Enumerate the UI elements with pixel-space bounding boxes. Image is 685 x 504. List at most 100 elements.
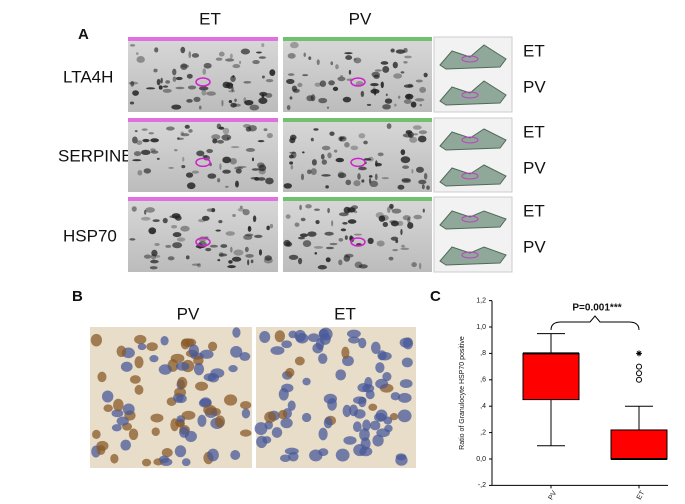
cell bbox=[279, 454, 291, 463]
cell bbox=[230, 345, 243, 358]
cell bbox=[294, 356, 305, 366]
cell bbox=[170, 418, 179, 432]
cell bbox=[120, 439, 131, 451]
gel-spot bbox=[252, 215, 257, 223]
gel-spot bbox=[294, 222, 300, 227]
gel-spot bbox=[172, 242, 183, 249]
gel-spot bbox=[366, 103, 372, 106]
cell bbox=[358, 337, 367, 349]
gel-spot bbox=[398, 95, 401, 99]
gel-spot bbox=[422, 208, 425, 213]
gel-spot bbox=[412, 125, 422, 130]
x-tick-label: ET bbox=[636, 489, 647, 501]
cell bbox=[128, 428, 139, 441]
gel-spot bbox=[289, 151, 296, 154]
gel-spot bbox=[130, 81, 135, 87]
gel-spot bbox=[290, 41, 299, 49]
gel-spot bbox=[368, 175, 373, 178]
gel-spot bbox=[132, 136, 138, 144]
panel-label: C bbox=[430, 288, 441, 305]
outlier bbox=[636, 376, 642, 383]
gel-spot bbox=[403, 84, 414, 88]
cell bbox=[116, 416, 129, 426]
cell bbox=[359, 446, 373, 457]
cell bbox=[161, 447, 173, 458]
gel-spot bbox=[299, 233, 309, 238]
gel-spot bbox=[171, 104, 182, 110]
bracket bbox=[550, 315, 640, 331]
plot-label: PV bbox=[523, 77, 546, 96]
gel-spot bbox=[402, 215, 411, 221]
gel-spot bbox=[376, 240, 385, 247]
gel-spot bbox=[335, 64, 339, 70]
gel-spot bbox=[337, 172, 347, 179]
gel-spot bbox=[158, 85, 163, 90]
gel-spot bbox=[181, 164, 186, 169]
gel-spot bbox=[374, 69, 382, 72]
gel-spot bbox=[418, 130, 428, 135]
gel-spot bbox=[222, 169, 231, 174]
gel-spot bbox=[250, 176, 258, 180]
gel-spot bbox=[354, 261, 363, 269]
cell bbox=[395, 454, 408, 466]
cell bbox=[264, 411, 277, 423]
spot-marker bbox=[461, 251, 479, 259]
gel-spot bbox=[269, 223, 274, 229]
cell bbox=[318, 328, 329, 339]
gel-spot bbox=[256, 51, 262, 54]
gel-spot bbox=[235, 168, 242, 174]
gel-spot bbox=[324, 231, 334, 236]
gel-spot bbox=[350, 145, 359, 151]
annotation: P=0.001*** bbox=[572, 303, 621, 314]
gel-spot bbox=[180, 133, 190, 137]
gel-spot bbox=[156, 78, 161, 86]
gel-spot bbox=[175, 76, 183, 81]
gel-image bbox=[128, 197, 278, 272]
gel-spot bbox=[222, 127, 230, 135]
gel-spot bbox=[217, 139, 224, 144]
cell bbox=[240, 429, 252, 437]
cell bbox=[274, 330, 286, 343]
gel-spot bbox=[314, 82, 322, 87]
gel-spot bbox=[186, 99, 193, 103]
gel-spot bbox=[327, 207, 330, 214]
gel-spot bbox=[172, 232, 182, 238]
gel-spot bbox=[232, 64, 241, 69]
y-tick-label: 0,0 bbox=[476, 456, 486, 463]
gel-spot bbox=[286, 104, 291, 111]
gel-spot bbox=[342, 221, 348, 225]
cell bbox=[158, 364, 172, 375]
gel-spot bbox=[358, 166, 367, 171]
gel-spot bbox=[329, 131, 335, 136]
gel-spot bbox=[321, 159, 328, 165]
gel-spot bbox=[357, 173, 361, 180]
cell bbox=[341, 346, 350, 359]
cell bbox=[281, 340, 293, 349]
cell bbox=[116, 345, 127, 357]
gel-spot bbox=[186, 73, 193, 79]
gel-spot bbox=[372, 87, 376, 94]
gel-spot bbox=[221, 99, 224, 107]
gel-spot bbox=[331, 220, 334, 227]
gel-spot bbox=[374, 89, 377, 96]
spot-marker bbox=[350, 237, 366, 247]
gel-spot bbox=[401, 178, 411, 182]
gel-spot bbox=[373, 74, 380, 79]
gel-spot bbox=[397, 184, 405, 190]
gel-spot bbox=[289, 137, 296, 144]
cell bbox=[174, 445, 187, 458]
gel-spot bbox=[390, 220, 399, 227]
gel-spot bbox=[176, 137, 184, 141]
gel-spot bbox=[265, 177, 274, 185]
surface-plot bbox=[439, 246, 507, 266]
gel-spot bbox=[413, 133, 418, 136]
gel-spot bbox=[237, 165, 247, 169]
cell bbox=[232, 327, 241, 338]
gel-spot bbox=[305, 204, 312, 209]
cell bbox=[280, 417, 293, 429]
cell bbox=[146, 342, 158, 352]
gel-spot bbox=[172, 76, 177, 82]
gel-spot bbox=[380, 214, 389, 221]
gel-spot bbox=[257, 140, 265, 143]
gel-spot bbox=[380, 61, 389, 65]
